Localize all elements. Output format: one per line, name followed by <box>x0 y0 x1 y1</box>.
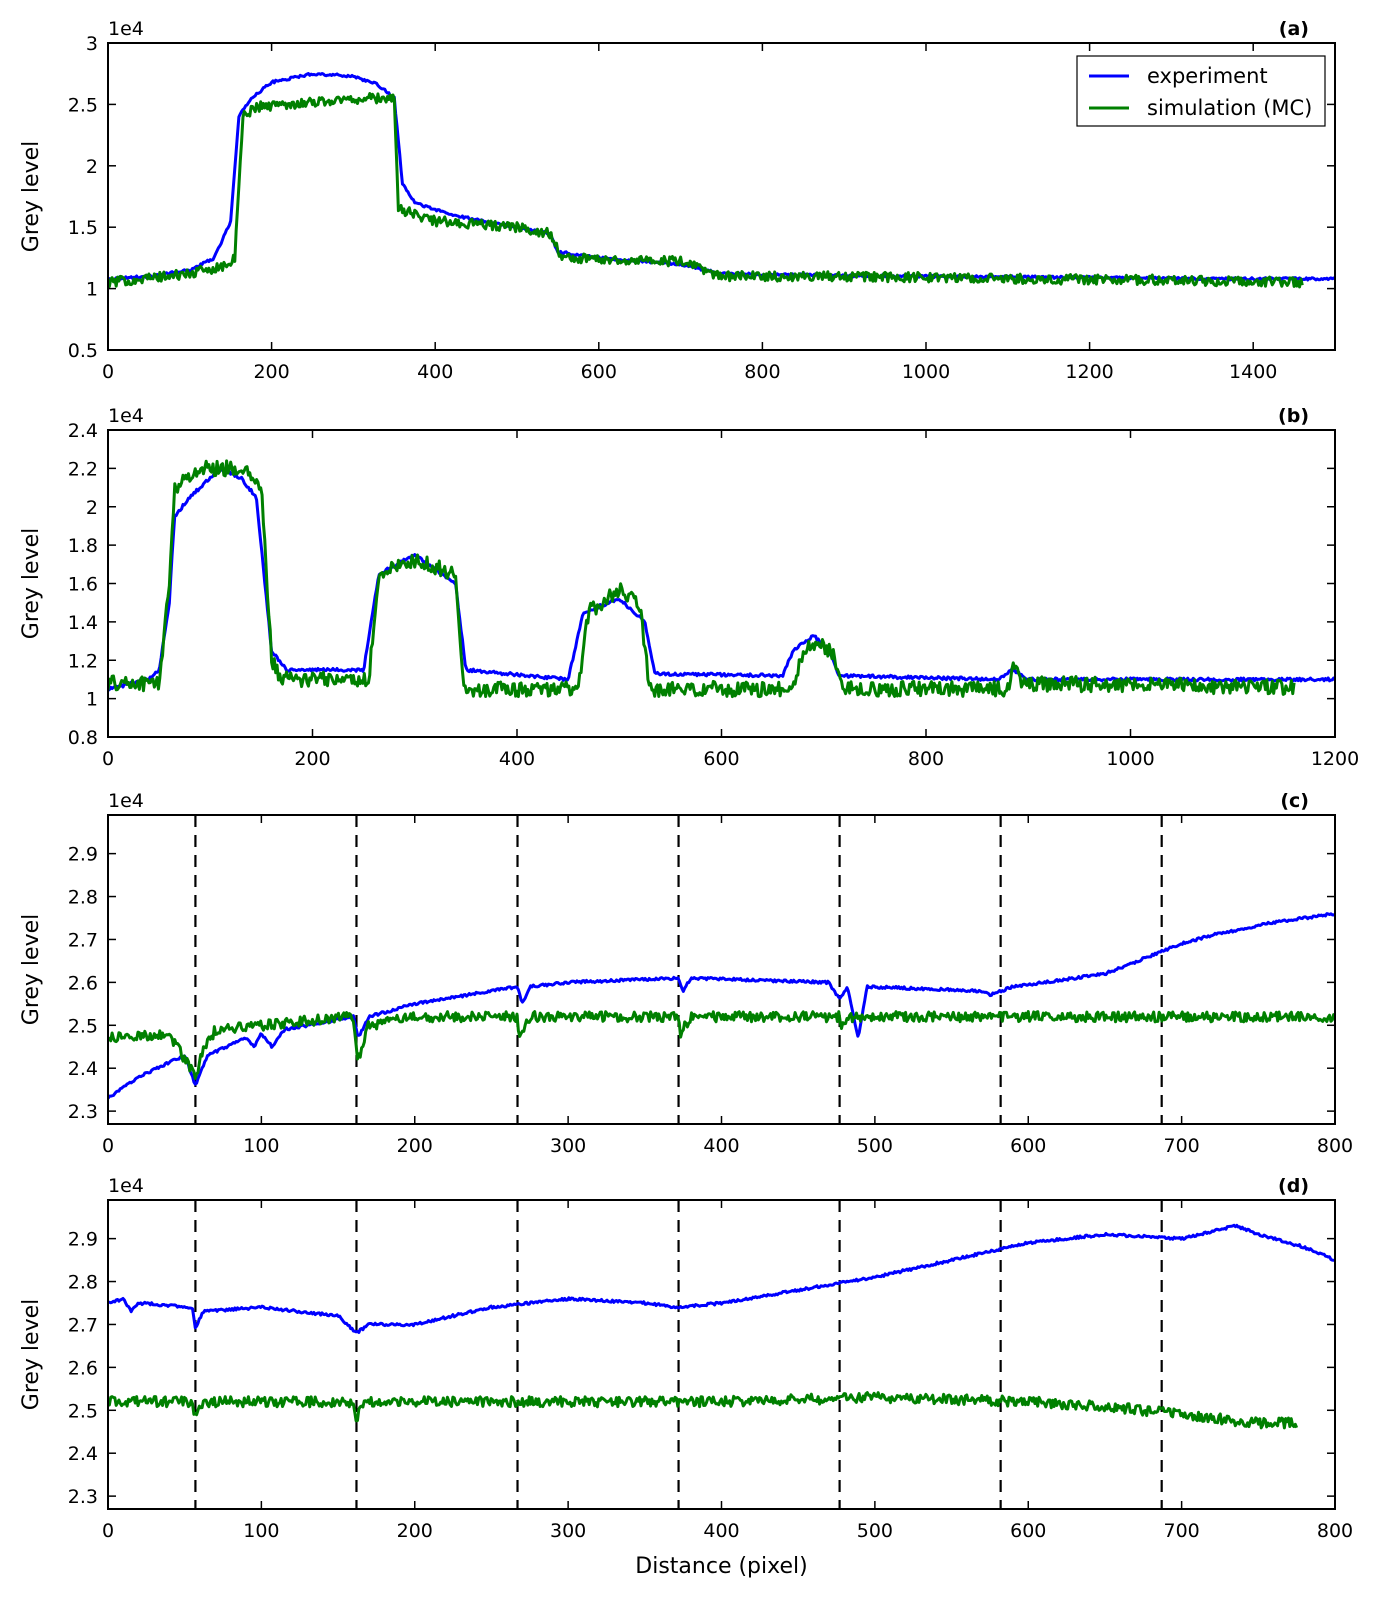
x-tick-label: 100 <box>243 1135 279 1157</box>
x-tick-label: 400 <box>703 1135 739 1157</box>
x-tick-label: 1000 <box>902 361 950 383</box>
legend-box <box>1076 55 1326 127</box>
x-tick-label: 200 <box>397 1135 433 1157</box>
y-tick-label: 2.5 <box>68 1015 98 1037</box>
legend-entry: simulation (MC) <box>1147 96 1312 120</box>
y-tick-label: 2 <box>86 497 98 519</box>
y-tick-label: 2.4 <box>68 1443 98 1465</box>
x-tick-label: 800 <box>744 361 780 383</box>
series-line-simulation-mc <box>108 1391 1299 1430</box>
y-axis-label: Grey level <box>19 528 44 639</box>
x-tick-label: 800 <box>1317 1520 1353 1542</box>
y-tick-label: 2.5 <box>68 1400 98 1422</box>
series-line-simulation-mc <box>108 1010 1335 1080</box>
panel-label: (d) <box>1278 1175 1309 1197</box>
y-tick-label: 1.2 <box>68 650 98 672</box>
x-tick-label: 400 <box>499 748 535 770</box>
panel-label: (c) <box>1280 790 1309 812</box>
y-tick-label: 1 <box>86 279 98 301</box>
y-tick-label: 1.4 <box>68 612 98 634</box>
x-tick-label: 0 <box>102 361 114 383</box>
x-tick-label: 1200 <box>1065 361 1113 383</box>
x-tick-label: 500 <box>857 1135 893 1157</box>
x-tick-label: 200 <box>294 748 330 770</box>
x-tick-label: 700 <box>1163 1135 1199 1157</box>
y-tick-label: 1 <box>86 689 98 711</box>
x-tick-label: 1200 <box>1311 748 1359 770</box>
y-tick-label: 2.9 <box>68 844 98 866</box>
series-line-simulation-mc <box>108 459 1296 699</box>
y-tick-label: 2.8 <box>68 887 98 909</box>
y-tick-label: 2.4 <box>68 420 98 442</box>
plot-frame <box>107 42 1336 351</box>
series-line-experiment <box>108 912 1335 1100</box>
y-tick-label: 1.5 <box>68 217 98 239</box>
plot-frame <box>107 814 1336 1125</box>
y-tick-label: 0.8 <box>68 727 98 749</box>
y-tick-label: 3 <box>86 33 98 55</box>
x-tick-label: 600 <box>1010 1135 1046 1157</box>
x-tick-label: 400 <box>703 1520 739 1542</box>
y-tick-label: 1.6 <box>68 574 98 596</box>
y-tick-label: 2.4 <box>68 1058 98 1080</box>
y-axis-label: Grey level <box>19 1299 44 1410</box>
y-tick-label: 2.9 <box>68 1229 98 1251</box>
x-tick-label: 1000 <box>1106 748 1154 770</box>
x-tick-label: 400 <box>417 361 453 383</box>
x-tick-label: 100 <box>243 1520 279 1542</box>
y-tick-label: 1.8 <box>68 535 98 557</box>
x-tick-label: 0 <box>102 1135 114 1157</box>
axis-offset-label: 1e4 <box>108 18 144 40</box>
series-line-simulation-mc <box>108 92 1304 289</box>
x-tick-label: 0 <box>102 748 114 770</box>
x-tick-label: 300 <box>550 1135 586 1157</box>
legend: experiment simulation (MC) <box>1076 55 1326 127</box>
y-tick-label: 2.5 <box>68 94 98 116</box>
panel-label: (b) <box>1278 405 1309 427</box>
axis-offset-label: 1e4 <box>108 405 144 427</box>
panel-label: (a) <box>1279 18 1309 40</box>
x-tick-label: 300 <box>550 1520 586 1542</box>
series-line-experiment <box>108 1223 1335 1334</box>
y-tick-label: 2.3 <box>68 1101 98 1123</box>
panel-d: 0 100 200 300 400 500 600 700 800 2.3 2.4 2.5 2.6 2.7… <box>19 1175 1353 1579</box>
legend-entry: experiment <box>1147 64 1268 88</box>
x-tick-label: 200 <box>397 1520 433 1542</box>
x-tick-label: 600 <box>1010 1520 1046 1542</box>
y-tick-label: 2.8 <box>68 1272 98 1294</box>
x-tick-label: 200 <box>253 361 289 383</box>
x-tick-label: 800 <box>908 748 944 770</box>
y-tick-label: 2.3 <box>68 1486 98 1508</box>
axis-offset-label: 1e4 <box>108 1175 144 1197</box>
x-tick-label: 500 <box>857 1520 893 1542</box>
axis-offset-label: 1e4 <box>108 790 144 812</box>
y-tick-label: 2.6 <box>68 972 98 994</box>
x-tick-label: 0 <box>102 1520 114 1542</box>
panel-b: 0 200 400 600 800 1000 1200 0.8 1 1.2 1.4 1.6 1.8 2 2.… <box>19 405 1359 770</box>
x-tick-label: 700 <box>1163 1520 1199 1542</box>
plot-frame <box>107 1199 1336 1510</box>
y-tick-label: 2.7 <box>68 929 98 951</box>
x-tick-label: 800 <box>1317 1135 1353 1157</box>
y-tick-label: 2.2 <box>68 458 98 480</box>
y-tick-label: 0.5 <box>68 340 98 362</box>
y-tick-label: 2.7 <box>68 1314 98 1336</box>
panel-c: 0 100 200 300 400 500 600 700 800 2.3 2.4 2.5 2.6 2.7… <box>19 790 1353 1157</box>
x-tick-label: 600 <box>703 748 739 770</box>
y-axis-label: Grey level <box>19 914 44 1025</box>
x-tick-label: 600 <box>581 361 617 383</box>
panel-a: 0 200 400 600 800 1000 1200 1400 0.5 1 1.5 2 2.5 3 1e4… <box>19 18 1336 383</box>
y-tick-label: 2.6 <box>68 1357 98 1379</box>
series-line-experiment <box>108 467 1335 692</box>
x-tick-label: 1400 <box>1229 361 1277 383</box>
y-tick-label: 2 <box>86 156 98 178</box>
y-axis-label: Grey level <box>19 141 44 252</box>
x-axis-label: Distance (pixel) <box>635 1554 807 1579</box>
